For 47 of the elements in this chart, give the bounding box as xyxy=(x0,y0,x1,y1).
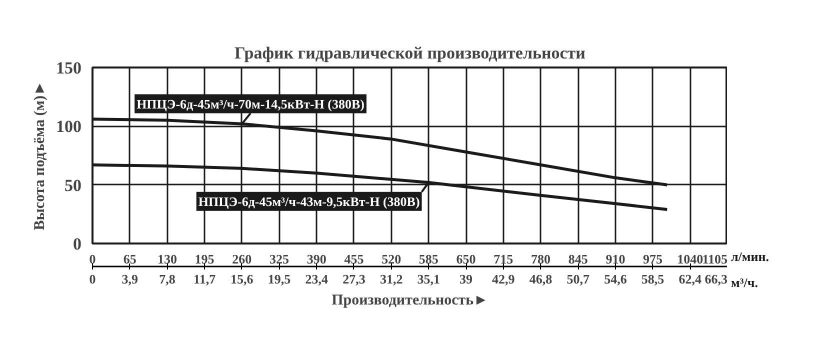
x-tick-label: 65 xyxy=(123,252,137,266)
text: м³/ч. xyxy=(731,274,758,292)
x2-tick-label: 42,9 xyxy=(492,272,516,286)
text: л/мин. xyxy=(731,248,769,266)
y-tick-label: 0 xyxy=(73,234,82,254)
x2-tick-label: 15,6 xyxy=(230,272,254,286)
y-axis-title: Высота подъёма (м)► xyxy=(32,80,48,230)
x2-tick-label: 62,4 xyxy=(678,272,702,286)
x-tick-label: 715 xyxy=(494,252,514,266)
x-tick-label: 455 xyxy=(344,252,364,266)
y-tick-label: 50 xyxy=(64,176,82,195)
x-tick-label: 260 xyxy=(232,252,252,266)
x2-tick-label: 50,7 xyxy=(566,272,590,286)
x-tick-label: 780 xyxy=(530,252,550,266)
x2-tick-label: 31,2 xyxy=(380,272,403,286)
legend-label: НПЦЭ-6д-45м³/ч-43м-9,5кВт-Н (380В) xyxy=(198,194,420,209)
x-tick-label: 390 xyxy=(306,252,326,266)
x-tick-label: 325 xyxy=(270,252,290,266)
x-axis-title: Производительность► xyxy=(332,292,488,308)
x2-tick-label: 11,7 xyxy=(194,272,216,286)
x-tick-label: 1040 xyxy=(677,252,704,266)
chart-title: График гидравлической производительности xyxy=(234,44,586,62)
x2-tick-label: 35,1 xyxy=(417,272,440,286)
x2-tick-label: 39 xyxy=(460,272,474,286)
x-tick-label: 130 xyxy=(157,252,177,266)
x-tick-label: 195 xyxy=(194,252,215,266)
x2-tick-label: 19,5 xyxy=(268,272,292,286)
y-tick-label: 150 xyxy=(56,58,82,78)
y-tick-label: 100 xyxy=(56,117,82,136)
x-tick-label: 520 xyxy=(382,252,402,266)
x2-tick-label: 7,8 xyxy=(159,272,176,286)
x2-tick-label: 54,6 xyxy=(604,272,628,286)
x-tick-label: 1105 xyxy=(702,252,728,266)
x-tick-label: 845 xyxy=(568,252,588,266)
x2-tick-label: 66,3 xyxy=(704,272,728,286)
x2-tick-label: 27,3 xyxy=(342,272,366,286)
x2-tick-label: 23,4 xyxy=(305,272,328,286)
x-tick-label: 975 xyxy=(643,252,664,266)
x-tick-label: 910 xyxy=(606,252,626,266)
x2-tick-label: 46,8 xyxy=(529,272,553,286)
x2-tick-label: 0 xyxy=(89,272,96,286)
x-tick-label: 0 xyxy=(89,252,96,266)
x2-tick-label: 3,9 xyxy=(122,272,138,286)
x2-tick-label: 58,5 xyxy=(641,272,665,286)
x-tick-label: 650 xyxy=(456,252,476,266)
x-tick-label: 585 xyxy=(418,252,439,266)
series-label: НПЦЭ-6д-45м³/ч-70м-14,5кВт-Н (380В) xyxy=(136,96,364,112)
